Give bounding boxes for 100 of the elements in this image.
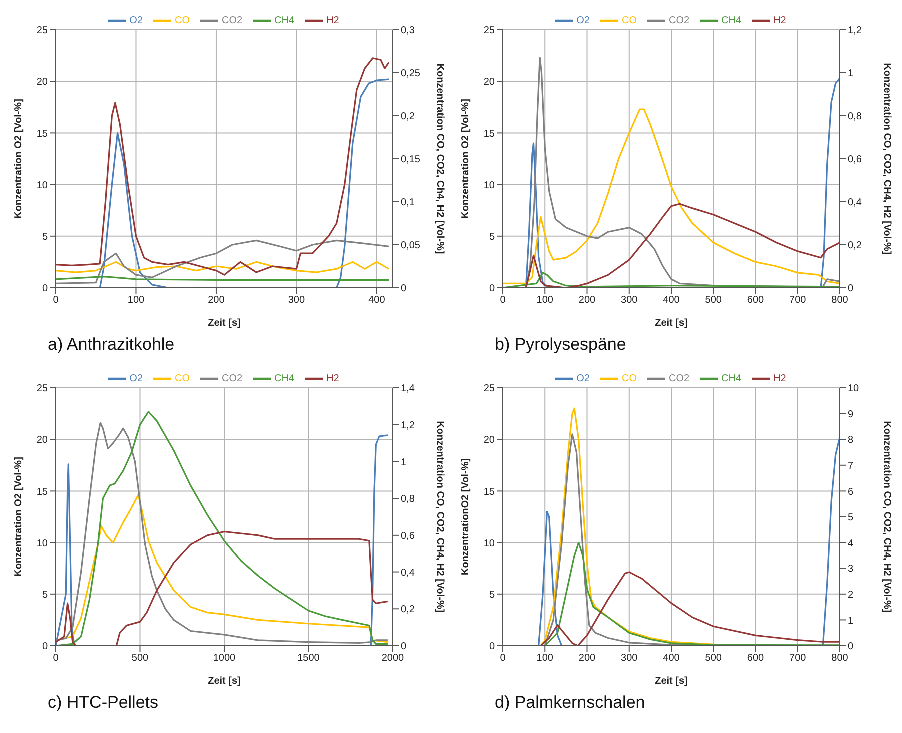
x-tick-label: 1500 [298,653,320,664]
y2-tick-label: 5 [848,512,854,524]
x-tick-label: 400 [663,653,680,664]
legend-label: O2 [576,16,590,27]
legend-label: CH4 [722,374,742,385]
y2-tick-label: 9 [848,409,854,420]
y-axis-title: Konzentration O2 [Vol-%] [14,457,25,577]
y2-tick-label: 0,2 [401,604,416,616]
y2-tick-label: 0,3 [401,26,416,37]
y-tick-label: 10 [36,180,48,192]
x-tick-label: 100 [536,653,554,664]
y-tick-label: 20 [36,435,48,446]
x-tick-label: 0 [500,295,506,306]
legend-label: CO2 [668,16,690,27]
y-axis-title: Konzentration O2 [Vol-%] [14,99,25,219]
y2-tick-label: 1,4 [401,384,416,395]
x-tick-label: 0 [53,295,60,306]
legend-label: CO [174,374,190,385]
y2-tick-label: 1,2 [848,26,862,37]
y2-tick-label: 0 [401,642,407,653]
y2-tick-label: 0,05 [401,240,421,252]
y-axis-title: KonzentrationO2 [Vol-%] [460,458,472,576]
x-tick-label: 300 [621,295,638,306]
y-tick-label: 10 [36,538,48,550]
x-tick-label: 700 [790,653,807,664]
y2-tick-label: 0,4 [401,568,416,579]
y2-tick-label: 1 [848,68,854,80]
y-tick-label: 25 [36,26,48,37]
legend-label: H2 [326,374,340,385]
y2-tick-label: 8 [848,435,854,446]
x-tick-label: 500 [705,653,722,664]
text: c) HTC-Pellets [47,692,160,714]
legend-label: H2 [774,16,786,27]
line-series [56,530,389,646]
y2-tick-label: 0,8 [848,112,862,123]
y2-tick-label: 0,6 [848,154,862,166]
x-axis-title: Zeit [s] [655,318,688,329]
y-tick-label: 15 [484,486,496,498]
text: d) Palmkernschalen [494,692,646,714]
x-tick-label: 0 [53,653,60,664]
y-tick-label: 25 [36,384,48,395]
x-tick-label: 500 [705,295,722,306]
y2-tick-label: 0,1 [401,198,416,209]
x-tick-label: 200 [208,295,226,306]
y2-tick-label: 0,25 [401,68,421,80]
x-axis-title: Zeit [s] [208,676,241,687]
y2-tick-label: 0,2 [401,112,416,123]
legend-label: CH4 [274,374,295,385]
legend-label: H2 [326,16,340,27]
x-tick-label: 0 [500,653,506,664]
legend-label: H2 [774,374,786,385]
y-tick-label: 20 [484,435,496,446]
legend-label: CO [174,16,190,27]
y2-axis-title: Konzentration CO, CO2, CH4, H2 [Vol-%] [881,63,892,255]
x-tick-label: 500 [132,653,150,664]
y2-tick-label: 0,2 [848,240,862,252]
y-axis-title: Konzentration O2 [Vol-%] [460,99,472,219]
y2-tick-label: 10 [848,384,860,395]
legend-label: CH4 [722,16,742,27]
y2-tick-label: 1,2 [401,420,416,432]
x-tick-label: 300 [621,653,638,664]
x-tick-label: 600 [747,653,765,664]
legend-label: CO [622,374,637,385]
y2-axis-title: Konzentration CO, CO2, CH4, H2 [Vol-%] [881,421,892,613]
y-tick-label: 25 [484,384,496,395]
y2-tick-label: 0 [848,284,854,295]
x-tick-label: 200 [578,295,596,306]
y-tick-label: 0 [489,642,496,653]
x-tick-label: 100 [128,295,146,306]
y2-tick-label: 0,8 [401,494,416,506]
y2-tick-label: 6 [848,486,854,498]
x-tick-label: 600 [747,295,765,306]
x-tick-label: 300 [288,295,306,306]
x-axis-title: Zeit [s] [208,318,241,329]
y2-tick-label: 0,4 [848,198,862,209]
y2-tick-label: 2 [848,590,854,601]
y2-tick-label: 3 [848,564,854,576]
legend-label: CO2 [222,16,243,27]
y-tick-label: 20 [484,77,496,88]
y-tick-label: 15 [484,128,496,140]
y-tick-label: 5 [489,590,496,601]
y-tick-label: 15 [36,486,48,498]
y-tick-label: 5 [489,232,496,243]
text: a) Anthrazitkohle [47,334,176,356]
y2-tick-label: 1 [401,457,407,468]
x-tick-label: 400 [368,295,386,306]
y2-axis-title: Konzentration CO, CO2, Ch4, H2 [Vol-%] [434,64,446,254]
x-tick-label: 700 [790,295,807,306]
legend-label: O2 [130,16,143,27]
y2-tick-label: 7 [848,460,854,472]
legend-label: O2 [130,374,143,385]
y-tick-label: 0 [42,284,48,295]
y2-tick-label: 4 [848,538,854,550]
x-axis-title: Zeit [s] [655,676,688,687]
line-series [56,261,390,274]
x-tick-label: 400 [663,295,680,306]
legend-label: CO2 [668,374,690,385]
x-tick-label: 200 [578,653,596,664]
x-tick-label: 800 [832,653,849,664]
x-tick-label: 2000 [382,653,405,664]
